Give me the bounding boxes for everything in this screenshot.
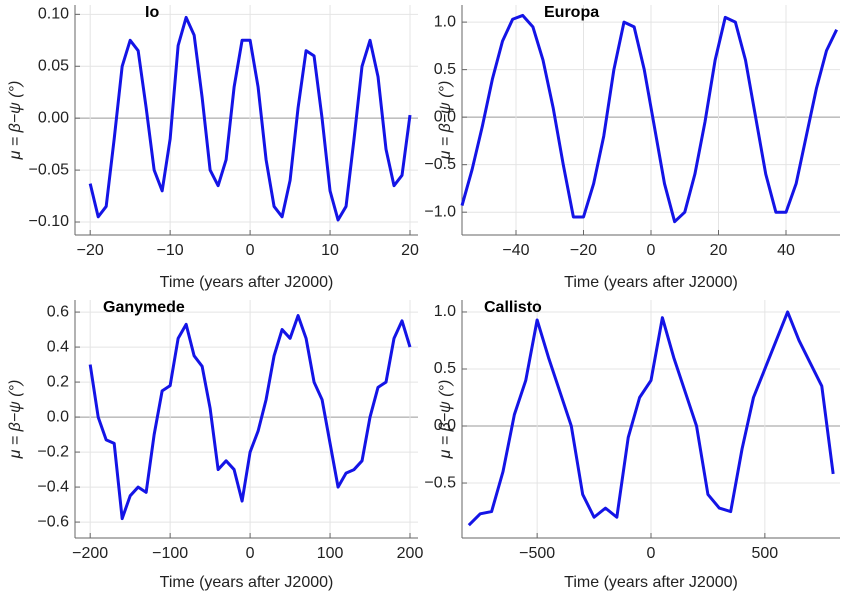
y-tick-label: 0.00 bbox=[38, 109, 69, 126]
y-axis-label: μ = β−ψ (°) bbox=[437, 81, 454, 161]
x-tick-label: 10 bbox=[321, 242, 339, 259]
y-tick-label: 0.10 bbox=[38, 6, 69, 23]
y-tick-label: 0.0 bbox=[47, 408, 69, 425]
data-line bbox=[88, 15, 412, 222]
y-tick-label: −0.10 bbox=[29, 213, 70, 230]
y-tick-label: 0.5 bbox=[434, 360, 456, 377]
y-tick-label: 0.5 bbox=[434, 61, 456, 78]
x-axis-label: Time (years after J2000) bbox=[564, 574, 738, 591]
data-line bbox=[460, 13, 838, 224]
x-tick-label: 0 bbox=[246, 545, 255, 562]
panel-title: Callisto bbox=[484, 299, 542, 316]
panel-title: Europa bbox=[544, 4, 599, 21]
y-axis-label: μ = β−ψ (°) bbox=[437, 380, 454, 460]
x-tick-label: 0 bbox=[246, 242, 255, 259]
panel-title: Ganymede bbox=[103, 299, 185, 316]
x-tick-label: −10 bbox=[157, 242, 184, 259]
y-tick-label: 0.6 bbox=[47, 303, 69, 320]
x-axis-label: Time (years after J2000) bbox=[564, 274, 738, 291]
y-tick-label: 0.4 bbox=[47, 338, 69, 355]
x-tick-label: 0 bbox=[647, 242, 656, 259]
x-tick-label: −100 bbox=[152, 545, 188, 562]
x-tick-label: 20 bbox=[710, 242, 728, 259]
y-tick-label: 0.0 bbox=[434, 108, 456, 125]
y-tick-label: 1.0 bbox=[434, 303, 456, 320]
x-tick-label: 40 bbox=[777, 242, 795, 259]
x-tick-label: 0 bbox=[647, 545, 656, 562]
y-tick-label: −1.0 bbox=[424, 203, 456, 220]
y-tick-label: 0.0 bbox=[434, 417, 456, 434]
y-tick-label: −0.5 bbox=[424, 474, 456, 491]
data-line bbox=[467, 310, 835, 527]
y-tick-label: −0.6 bbox=[37, 513, 69, 530]
y-tick-label: 1.0 bbox=[434, 13, 456, 30]
x-tick-label: 200 bbox=[397, 545, 424, 562]
panel-title: Io bbox=[145, 4, 159, 21]
x-tick-label: −40 bbox=[502, 242, 529, 259]
y-tick-label: −0.4 bbox=[37, 478, 69, 495]
x-axis-label: Time (years after J2000) bbox=[160, 574, 334, 591]
y-tick-label: −0.2 bbox=[37, 443, 69, 460]
y-tick-label: −0.05 bbox=[29, 161, 70, 178]
x-tick-label: −20 bbox=[77, 242, 104, 259]
x-tick-label: −200 bbox=[72, 545, 108, 562]
x-tick-label: 100 bbox=[317, 545, 344, 562]
data-line bbox=[88, 314, 412, 521]
x-tick-label: 20 bbox=[401, 242, 419, 259]
x-tick-label: −20 bbox=[570, 242, 597, 259]
y-tick-label: 0.2 bbox=[47, 373, 69, 390]
y-tick-label: −0.5 bbox=[424, 156, 456, 173]
y-tick-label: 0.05 bbox=[38, 57, 69, 74]
y-axis-label: μ = β−ψ (°) bbox=[7, 81, 24, 161]
x-axis-label: Time (years after J2000) bbox=[160, 274, 334, 291]
y-axis-label: μ = β−ψ (°) bbox=[7, 380, 24, 460]
x-tick-label: −500 bbox=[519, 545, 555, 562]
x-tick-label: 500 bbox=[752, 545, 779, 562]
